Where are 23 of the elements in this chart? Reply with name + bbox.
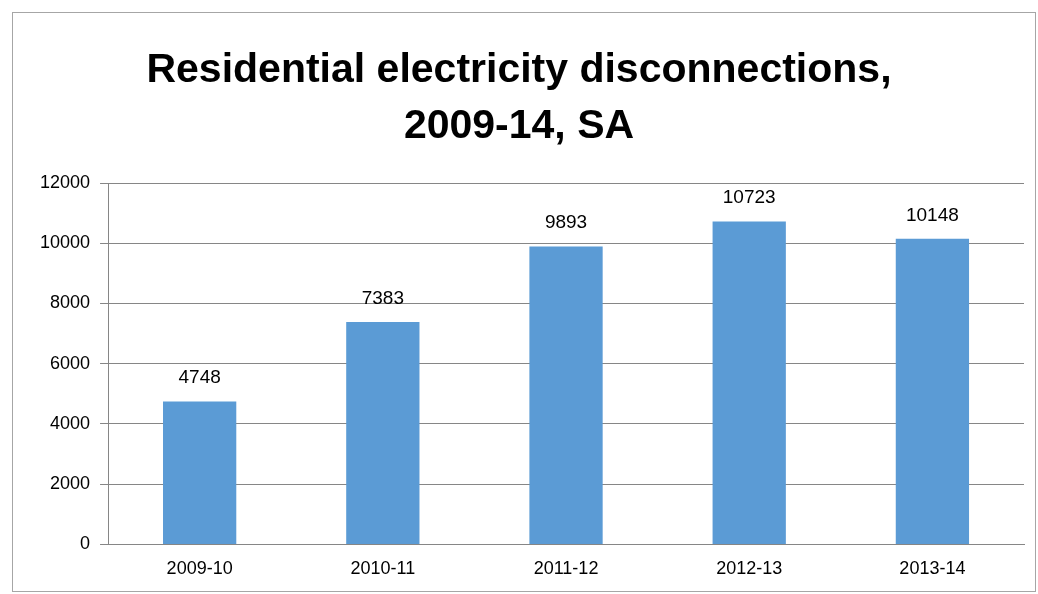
bar [712,221,786,544]
y-tick-label: 6000 [50,352,91,373]
data-label: 7383 [361,286,404,308]
bar [346,322,420,544]
y-tick-label: 12000 [39,171,91,192]
x-tick-label: 2009-10 [166,558,233,579]
x-tick-label: 2013-14 [899,558,966,579]
data-label: 10148 [905,203,959,225]
y-tick-label: 10000 [39,232,91,253]
y-tick-label: 8000 [50,292,91,313]
y-tick-label: 4000 [50,412,91,433]
data-label: 9893 [544,211,588,233]
bar [529,246,603,544]
chart-title: Residential electricity disconnections, 2009-14, SA [145,44,893,149]
data-label: 4748 [178,366,221,388]
x-tick-label: 2012-13 [716,558,783,579]
y-tick-label: 2000 [50,473,91,494]
x-tick-label: 2011-12 [533,558,599,579]
data-label: 10723 [722,186,776,208]
bar [895,238,970,544]
y-tick-label: 0 [80,533,91,554]
bar [163,401,237,544]
x-tick-label: 2010-11 [350,558,416,579]
